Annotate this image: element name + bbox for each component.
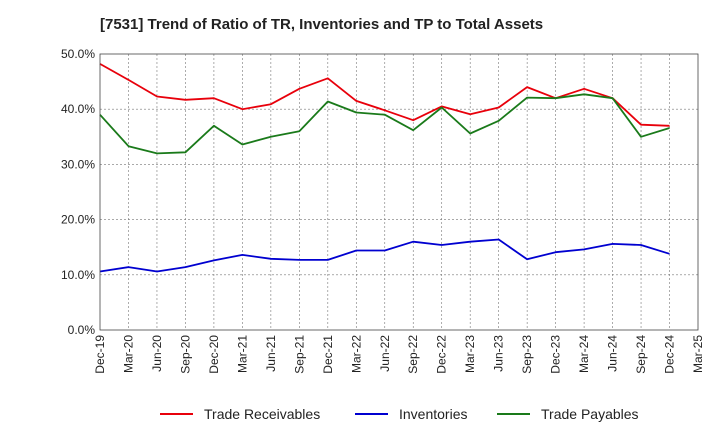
legend-label: Trade Payables xyxy=(541,406,639,422)
x-tick-label: Mar-25 xyxy=(691,335,705,373)
x-tick-label: Jun-23 xyxy=(492,335,506,372)
chart-title: [7531] Trend of Ratio of TR, Inventories… xyxy=(100,16,543,33)
series-line-trade-payables xyxy=(99,93,670,155)
x-tick-label: Dec-23 xyxy=(549,335,563,374)
x-tick-label: Jun-22 xyxy=(378,335,392,372)
x-tick-label: Dec-19 xyxy=(93,335,107,374)
x-tick-label: Dec-20 xyxy=(207,335,221,374)
y-tick-label: 40.0% xyxy=(61,102,95,116)
x-tick-label: Jun-24 xyxy=(606,335,620,372)
legend-label: Trade Receivables xyxy=(204,406,320,422)
x-tick-label: Sep-22 xyxy=(406,335,420,374)
x-tick-label: Sep-23 xyxy=(520,335,534,374)
y-tick-label: 10.0% xyxy=(61,268,95,282)
x-tick-label: Mar-22 xyxy=(349,335,363,373)
series-layer xyxy=(99,63,670,273)
x-tick-label: Mar-24 xyxy=(577,335,591,373)
y-tick-label: 0.0% xyxy=(68,323,96,337)
series-line-trade-receivables xyxy=(99,63,670,127)
y-axis-ticks: 0.0% 10.0% 20.0% 30.0% 40.0% 50.0% xyxy=(61,47,95,337)
x-tick-label: Dec-22 xyxy=(435,335,449,374)
x-tick-label: Dec-24 xyxy=(663,335,677,374)
x-tick-label: Sep-20 xyxy=(178,335,192,374)
x-axis-ticks: Dec-19 Mar-20 Jun-20 Sep-20 Dec-20 Mar-21 Jun-… xyxy=(93,335,705,374)
x-tick-label: Dec-21 xyxy=(321,335,335,374)
x-tick-label: Jun-20 xyxy=(150,335,164,372)
series-line-inventories xyxy=(99,238,670,273)
y-tick-label: 20.0% xyxy=(61,213,95,227)
y-tick-label: 30.0% xyxy=(61,157,95,171)
x-tick-label: Mar-20 xyxy=(121,335,135,373)
x-tick-label: Sep-21 xyxy=(292,335,306,374)
legend: Trade Receivables Inventories Trade Payabl… xyxy=(160,406,639,422)
x-tick-label: Mar-21 xyxy=(235,335,249,373)
x-tick-label: Mar-23 xyxy=(463,335,477,373)
x-tick-label: Sep-24 xyxy=(634,335,648,374)
y-tick-label: 50.0% xyxy=(61,47,95,61)
legend-label: Inventories xyxy=(399,406,467,422)
grid xyxy=(100,54,698,330)
plot-frame xyxy=(99,53,699,331)
x-tick-label: Jun-21 xyxy=(264,335,278,372)
